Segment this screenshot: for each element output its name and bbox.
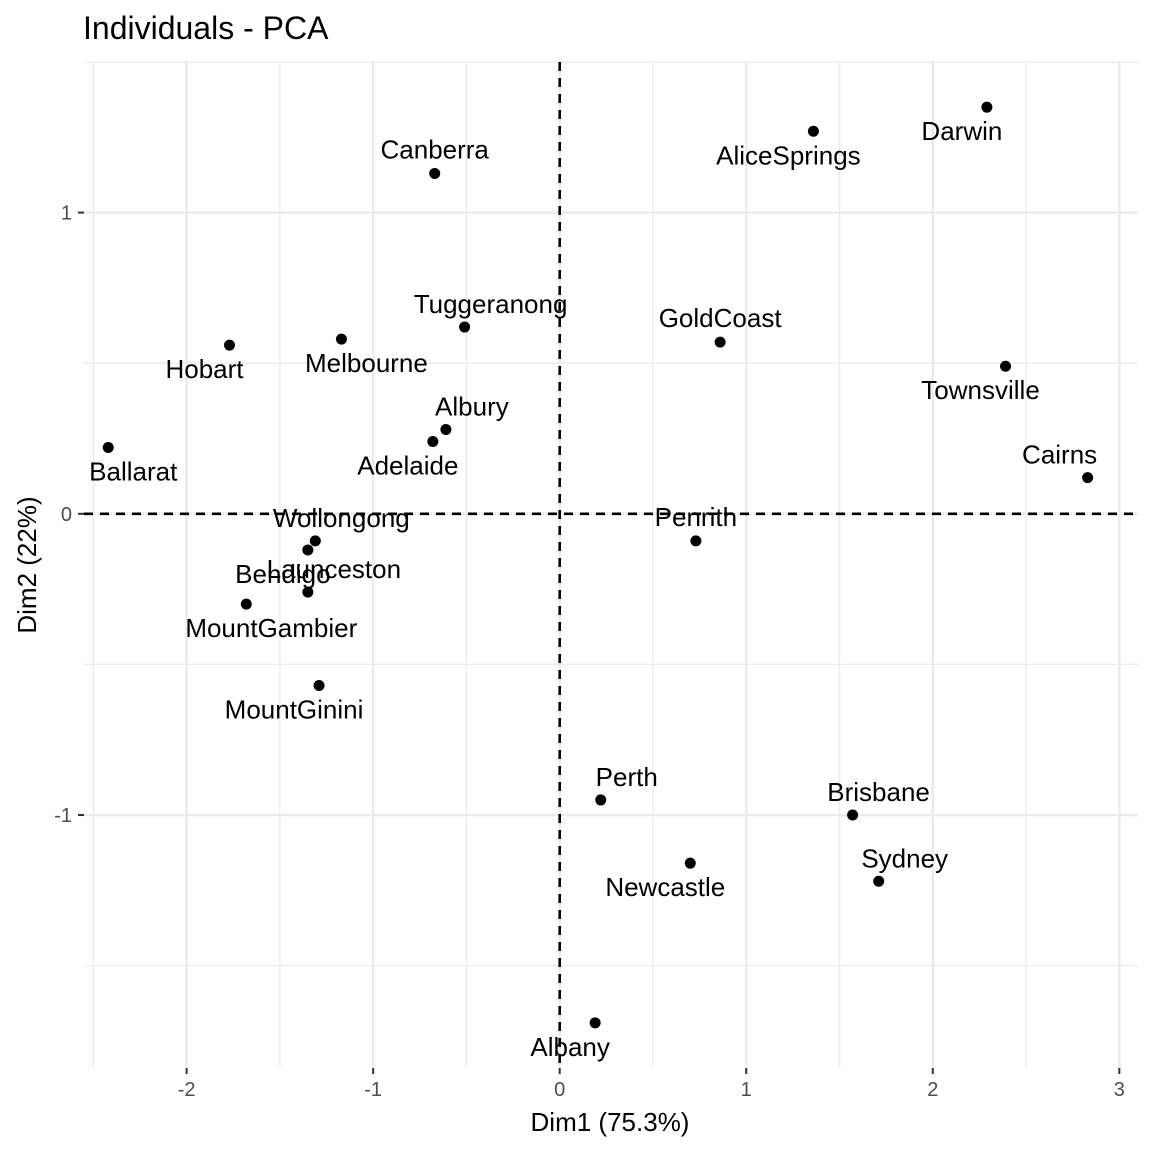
data-label-adelaide: Adelaide [357,451,458,481]
data-label-newcastle: Newcastle [605,872,725,902]
data-point-newcastle [684,857,696,869]
data-point-perth [595,794,607,806]
x-axis-title: Dim1 (75.3%) [531,1107,690,1137]
data-label-mountgambier: MountGambier [185,613,357,643]
data-label-canberra: Canberra [381,134,490,164]
data-label-darwin: Darwin [921,116,1002,146]
data-label-hobart: Hobart [165,354,244,384]
y-axis-title: Dim2 (22%) [12,496,42,633]
data-label-alicesprings: AliceSprings [716,140,861,170]
axis-ticks [78,211,1121,1074]
data-point-tuggeranong [459,321,471,333]
data-label-mountginini: MountGinini [225,694,364,724]
data-point-albury [440,423,452,435]
data-point-cairns [1082,472,1094,484]
data-label-penrith: Penrith [655,502,737,532]
data-point-hobart [224,339,236,351]
reference-lines [84,62,1138,1068]
data-point-adelaide [427,436,439,448]
data-label-melbourne: Melbourne [305,348,428,378]
data-points [102,101,1094,1029]
data-point-darwin [981,101,993,113]
x-tick-label: 2 [927,1079,938,1101]
data-label-wollongong: Wollongong [273,503,410,533]
data-label-brisbane: Brisbane [827,777,930,807]
data-point-launceston [302,586,314,598]
data-label-albury: Albury [435,391,509,421]
data-point-labels: Darwin AliceSprings Canberra Tuggeranong Gol… [89,116,1097,1062]
data-label-albany: Albany [530,1032,610,1062]
data-point-mountgambier [240,598,252,610]
data-point-mountginini [313,679,325,691]
y-tick-label: 0 [61,504,72,526]
data-label-perth: Perth [596,762,658,792]
data-point-melbourne [335,333,347,345]
x-tick-label: 0 [554,1079,565,1101]
y-tick-label: 1 [61,203,72,225]
data-point-penrith [690,535,702,547]
data-point-townsville [1000,360,1012,372]
data-point-brisbane [847,809,859,821]
data-label-goldcoast: GoldCoast [659,303,783,333]
data-point-alicesprings [807,125,819,137]
data-label-bendigo: Bendigo [235,559,330,589]
data-label-sydney: Sydney [861,843,948,873]
data-label-cairns: Cairns [1022,440,1097,470]
data-label-ballarat: Ballarat [89,457,178,487]
minor-gridlines [84,61,1138,1068]
data-point-goldcoast [714,336,726,348]
data-point-albany [589,1017,601,1029]
x-tick-label: -2 [178,1079,196,1101]
data-point-bendigo [302,544,314,556]
x-tick-label: 1 [741,1079,752,1101]
data-point-ballarat [102,442,114,454]
x-tick-label: -1 [364,1079,382,1101]
data-point-wollongong [309,535,321,547]
data-label-townsville: Townsville [921,375,1040,405]
data-point-canberra [429,167,441,179]
data-label-launceston: Launceston [267,554,401,584]
y-tick-label: -1 [54,805,72,827]
chart-title: Individuals - PCA [83,10,329,46]
data-point-sydney [873,875,885,887]
x-tick-label: 3 [1114,1079,1125,1101]
data-label-tuggeranong: Tuggeranong [414,289,568,319]
tick-labels: -2 -1 0 1 2 3 -1 0 1 [54,203,1125,1101]
